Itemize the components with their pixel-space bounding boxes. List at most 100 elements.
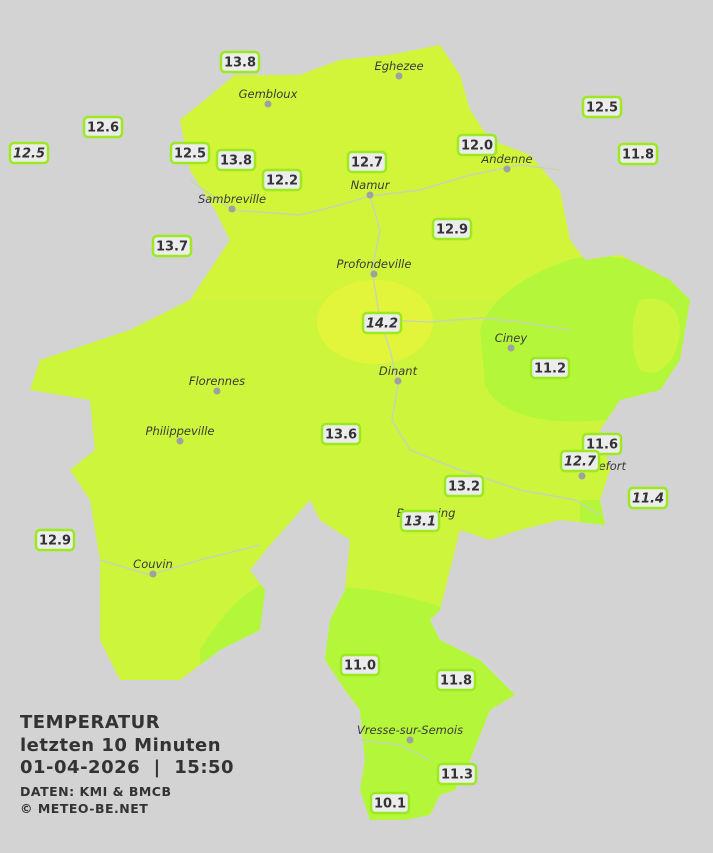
station-value: 13.7 (156, 240, 188, 255)
station-value: 12.9 (436, 223, 468, 238)
river-semois (359, 739, 431, 761)
station-box (346, 150, 388, 174)
city-label: Profondeville (337, 257, 412, 271)
station: 12.9 (431, 217, 473, 241)
source: DATEN: KMI & BMCB (20, 783, 172, 799)
station-value: 12.7 (564, 455, 597, 470)
city-dot (395, 72, 403, 80)
city-dot (149, 570, 157, 578)
station-value: 11.3 (441, 768, 473, 783)
station-value: 14.2 (366, 317, 398, 332)
legend: TEMPERATUR letzten 10 Minuten 01-04-2026… (20, 712, 234, 817)
city-label: Philippeville (146, 424, 215, 438)
station-value: 12.0 (461, 139, 493, 154)
title: TEMPERATUR (20, 712, 161, 733)
station-box (8, 141, 50, 165)
station: 13.2 (443, 474, 485, 498)
city-dot (228, 205, 236, 213)
station-box (456, 133, 498, 157)
zone-warm-patch (632, 298, 680, 373)
city-label: Couvin (133, 557, 173, 571)
station: 12.0 (456, 133, 498, 157)
city-label: Ciney (495, 331, 528, 345)
station-box (151, 234, 193, 258)
station-box (361, 311, 403, 335)
city-dot (578, 472, 586, 480)
station-box (581, 95, 623, 119)
copyright: © METEO-BE.NET (20, 801, 149, 817)
station-box (82, 115, 124, 139)
station-box (436, 762, 478, 786)
station-value: 13.6 (325, 428, 357, 443)
river-meuse (369, 195, 411, 451)
station-value: 13.8 (220, 154, 252, 169)
station: 13.7 (151, 234, 193, 258)
city-label: Eghezee (374, 59, 423, 73)
station-box (617, 142, 659, 166)
station-box (34, 528, 76, 552)
station: 11.3 (436, 762, 478, 786)
city-label: Dinant (379, 364, 418, 378)
zone-cool-south (300, 587, 560, 820)
zone-cool (480, 255, 690, 422)
station-box (435, 668, 477, 692)
station: 11.4 (627, 486, 669, 510)
subtitle: letzten 10 Minuten (20, 734, 222, 756)
station-box (399, 509, 441, 533)
station: 13.6 (320, 422, 362, 446)
station: 12.5 (169, 141, 211, 165)
station-box (581, 432, 623, 456)
station-value: 11.8 (440, 674, 472, 689)
station-value: 11.8 (622, 148, 654, 163)
station-value: 13.1 (404, 515, 436, 530)
station-value: 11.6 (586, 438, 618, 453)
station: 12.2 (261, 168, 303, 192)
city-label: Gembloux (239, 87, 298, 101)
station-box (339, 653, 381, 677)
station-value: 12.9 (39, 534, 71, 549)
station-box (529, 356, 571, 380)
station: 10.1 (369, 791, 411, 815)
city-dot (394, 377, 402, 385)
station-value: 12.5 (586, 101, 618, 116)
station-box (320, 422, 362, 446)
city-label: Namur (351, 178, 391, 192)
river-lesse (409, 449, 601, 516)
station: 11.2 (529, 356, 571, 380)
station: 12.7 (559, 449, 601, 473)
station-value: 11.2 (534, 362, 566, 377)
zone-north (30, 45, 690, 300)
station-value: 11.0 (344, 659, 376, 674)
timestamp: 01-04-2026 | 15:50 (20, 757, 235, 778)
station-box (431, 217, 473, 241)
station-box (369, 791, 411, 815)
station: 13.8 (219, 50, 261, 74)
city-label: Florennes (189, 374, 245, 388)
city-dot (370, 270, 378, 278)
station-value: 13.2 (448, 480, 480, 495)
station-box (169, 141, 211, 165)
city-label: Sambreville (198, 192, 266, 206)
city-dot (503, 165, 511, 173)
city-label: Vresse-sur-Semois (357, 723, 463, 737)
city-dot (507, 344, 515, 352)
station-value: 11.4 (632, 492, 664, 507)
station-value: 12.7 (351, 156, 383, 171)
station-box (627, 486, 669, 510)
station: 11.6 (581, 432, 623, 456)
city-dot (406, 736, 414, 744)
station-value: 12.5 (174, 147, 206, 162)
station: 11.8 (435, 668, 477, 692)
station-value: 12.5 (13, 147, 45, 162)
station-box (215, 148, 257, 172)
station: 12.6 (82, 115, 124, 139)
city-dot (366, 191, 374, 199)
station: 14.2 (361, 311, 403, 335)
station-value: 12.6 (87, 121, 119, 136)
river-bocq (379, 317, 571, 331)
city-dot (264, 100, 272, 108)
station-box (443, 474, 485, 498)
station: 12.5 (8, 141, 50, 165)
